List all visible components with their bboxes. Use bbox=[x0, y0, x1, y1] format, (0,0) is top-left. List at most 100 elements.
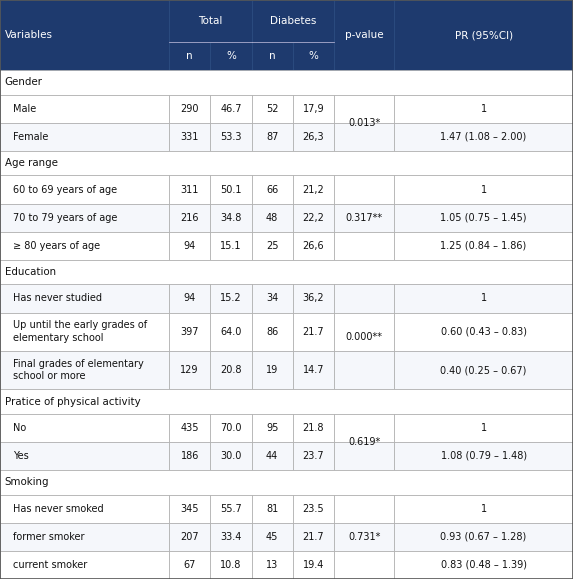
Bar bbox=[334, 442, 394, 470]
Text: 0.731*: 0.731* bbox=[348, 532, 380, 542]
Text: p-value: p-value bbox=[345, 30, 383, 40]
Bar bbox=[394, 414, 573, 442]
Text: 1.47 (1.08 – 2.00): 1.47 (1.08 – 2.00) bbox=[441, 132, 527, 142]
Text: 0.317**: 0.317** bbox=[346, 212, 383, 223]
Bar bbox=[169, 523, 210, 551]
Bar bbox=[210, 523, 252, 551]
Text: 0.83 (0.48 – 1.39): 0.83 (0.48 – 1.39) bbox=[441, 560, 527, 570]
Bar bbox=[394, 232, 573, 260]
Bar bbox=[252, 42, 293, 70]
Text: 1.05 (0.75 – 1.45): 1.05 (0.75 – 1.45) bbox=[441, 212, 527, 223]
Bar bbox=[293, 313, 334, 351]
Text: n: n bbox=[186, 51, 193, 61]
Bar bbox=[0, 94, 169, 123]
Text: 1: 1 bbox=[481, 104, 486, 113]
Text: 21.7: 21.7 bbox=[303, 532, 324, 542]
Text: Total: Total bbox=[198, 16, 222, 26]
Bar bbox=[293, 494, 334, 523]
Text: 21,2: 21,2 bbox=[303, 185, 324, 195]
Text: 30.0: 30.0 bbox=[220, 451, 242, 461]
Bar bbox=[169, 42, 210, 70]
Bar bbox=[252, 232, 293, 260]
Bar bbox=[210, 232, 252, 260]
Bar bbox=[394, 442, 573, 470]
Bar bbox=[334, 284, 394, 313]
Bar bbox=[0, 470, 573, 494]
Text: Diabetes: Diabetes bbox=[270, 16, 316, 26]
Text: Education: Education bbox=[5, 267, 56, 277]
Bar bbox=[0, 260, 573, 284]
Bar bbox=[252, 123, 293, 151]
Text: 87: 87 bbox=[266, 132, 278, 142]
Bar bbox=[169, 284, 210, 313]
Text: 14.7: 14.7 bbox=[303, 365, 324, 375]
Bar bbox=[210, 175, 252, 204]
Bar bbox=[334, 94, 394, 123]
Bar bbox=[210, 284, 252, 313]
Bar bbox=[169, 204, 210, 232]
Text: 26,3: 26,3 bbox=[303, 132, 324, 142]
Text: 25: 25 bbox=[266, 241, 278, 251]
Text: n: n bbox=[269, 51, 276, 61]
Bar bbox=[169, 0, 252, 42]
Bar bbox=[252, 551, 293, 579]
Bar bbox=[293, 94, 334, 123]
Text: 20.8: 20.8 bbox=[220, 365, 242, 375]
Bar bbox=[210, 494, 252, 523]
Text: Has never smoked: Has never smoked bbox=[13, 504, 103, 514]
Text: 345: 345 bbox=[180, 504, 199, 514]
Bar bbox=[210, 551, 252, 579]
Bar bbox=[252, 175, 293, 204]
Text: 397: 397 bbox=[180, 327, 199, 337]
Text: 216: 216 bbox=[180, 212, 199, 223]
Bar bbox=[0, 494, 169, 523]
Text: ≥ 80 years of age: ≥ 80 years of age bbox=[13, 241, 100, 251]
Text: Smoking: Smoking bbox=[5, 477, 49, 488]
Bar bbox=[0, 523, 169, 551]
Text: 207: 207 bbox=[180, 532, 199, 542]
Bar bbox=[334, 351, 394, 389]
Bar bbox=[293, 175, 334, 204]
Bar bbox=[394, 123, 573, 151]
Text: 66: 66 bbox=[266, 185, 278, 195]
Text: 34.8: 34.8 bbox=[220, 212, 242, 223]
Bar bbox=[210, 204, 252, 232]
Bar bbox=[0, 442, 169, 470]
Bar bbox=[334, 204, 394, 232]
Text: 45: 45 bbox=[266, 532, 278, 542]
Bar bbox=[210, 42, 252, 70]
Bar bbox=[293, 414, 334, 442]
Bar bbox=[252, 442, 293, 470]
Bar bbox=[252, 494, 293, 523]
Text: 52: 52 bbox=[266, 104, 278, 113]
Bar bbox=[169, 414, 210, 442]
Bar bbox=[252, 94, 293, 123]
Text: Final grades of elementary
school or more: Final grades of elementary school or mor… bbox=[13, 359, 143, 381]
Text: 86: 86 bbox=[266, 327, 278, 337]
Bar bbox=[0, 551, 169, 579]
Text: 70.0: 70.0 bbox=[220, 423, 242, 433]
Text: 21.8: 21.8 bbox=[303, 423, 324, 433]
Bar bbox=[210, 442, 252, 470]
Text: 22,2: 22,2 bbox=[303, 212, 324, 223]
Text: 34: 34 bbox=[266, 294, 278, 303]
Bar bbox=[169, 351, 210, 389]
Bar bbox=[334, 232, 394, 260]
Text: Up until the early grades of
elementary school: Up until the early grades of elementary … bbox=[13, 321, 147, 343]
Text: No: No bbox=[13, 423, 26, 433]
Bar bbox=[334, 523, 394, 551]
Text: %: % bbox=[308, 51, 319, 61]
Bar bbox=[210, 414, 252, 442]
Bar bbox=[0, 313, 169, 351]
Text: 290: 290 bbox=[180, 104, 199, 113]
Bar bbox=[334, 175, 394, 204]
Bar bbox=[293, 232, 334, 260]
Bar bbox=[394, 0, 573, 70]
Bar bbox=[293, 123, 334, 151]
Text: 311: 311 bbox=[180, 185, 199, 195]
Bar bbox=[210, 123, 252, 151]
Text: 36,2: 36,2 bbox=[303, 294, 324, 303]
Text: Gender: Gender bbox=[5, 78, 42, 87]
Text: 1.08 (0.79 – 1.48): 1.08 (0.79 – 1.48) bbox=[441, 451, 527, 461]
Bar bbox=[394, 551, 573, 579]
